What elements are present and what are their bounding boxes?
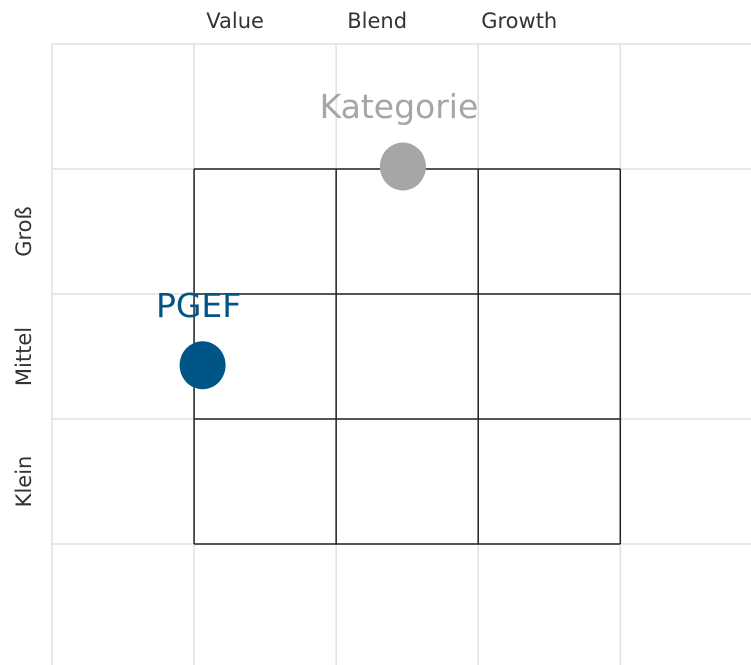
point-label: Kategorie [320, 87, 479, 126]
x-category-label: Value [206, 9, 264, 33]
y-category-label: Groß [12, 206, 36, 257]
x-category-label: Blend [347, 9, 407, 33]
point [179, 341, 226, 390]
point [379, 142, 426, 191]
x-category-label: Growth [481, 9, 557, 33]
y-category-label: Klein [12, 456, 36, 508]
y-category-label: Mittel [12, 327, 36, 386]
point-label: PGEF [156, 286, 241, 325]
